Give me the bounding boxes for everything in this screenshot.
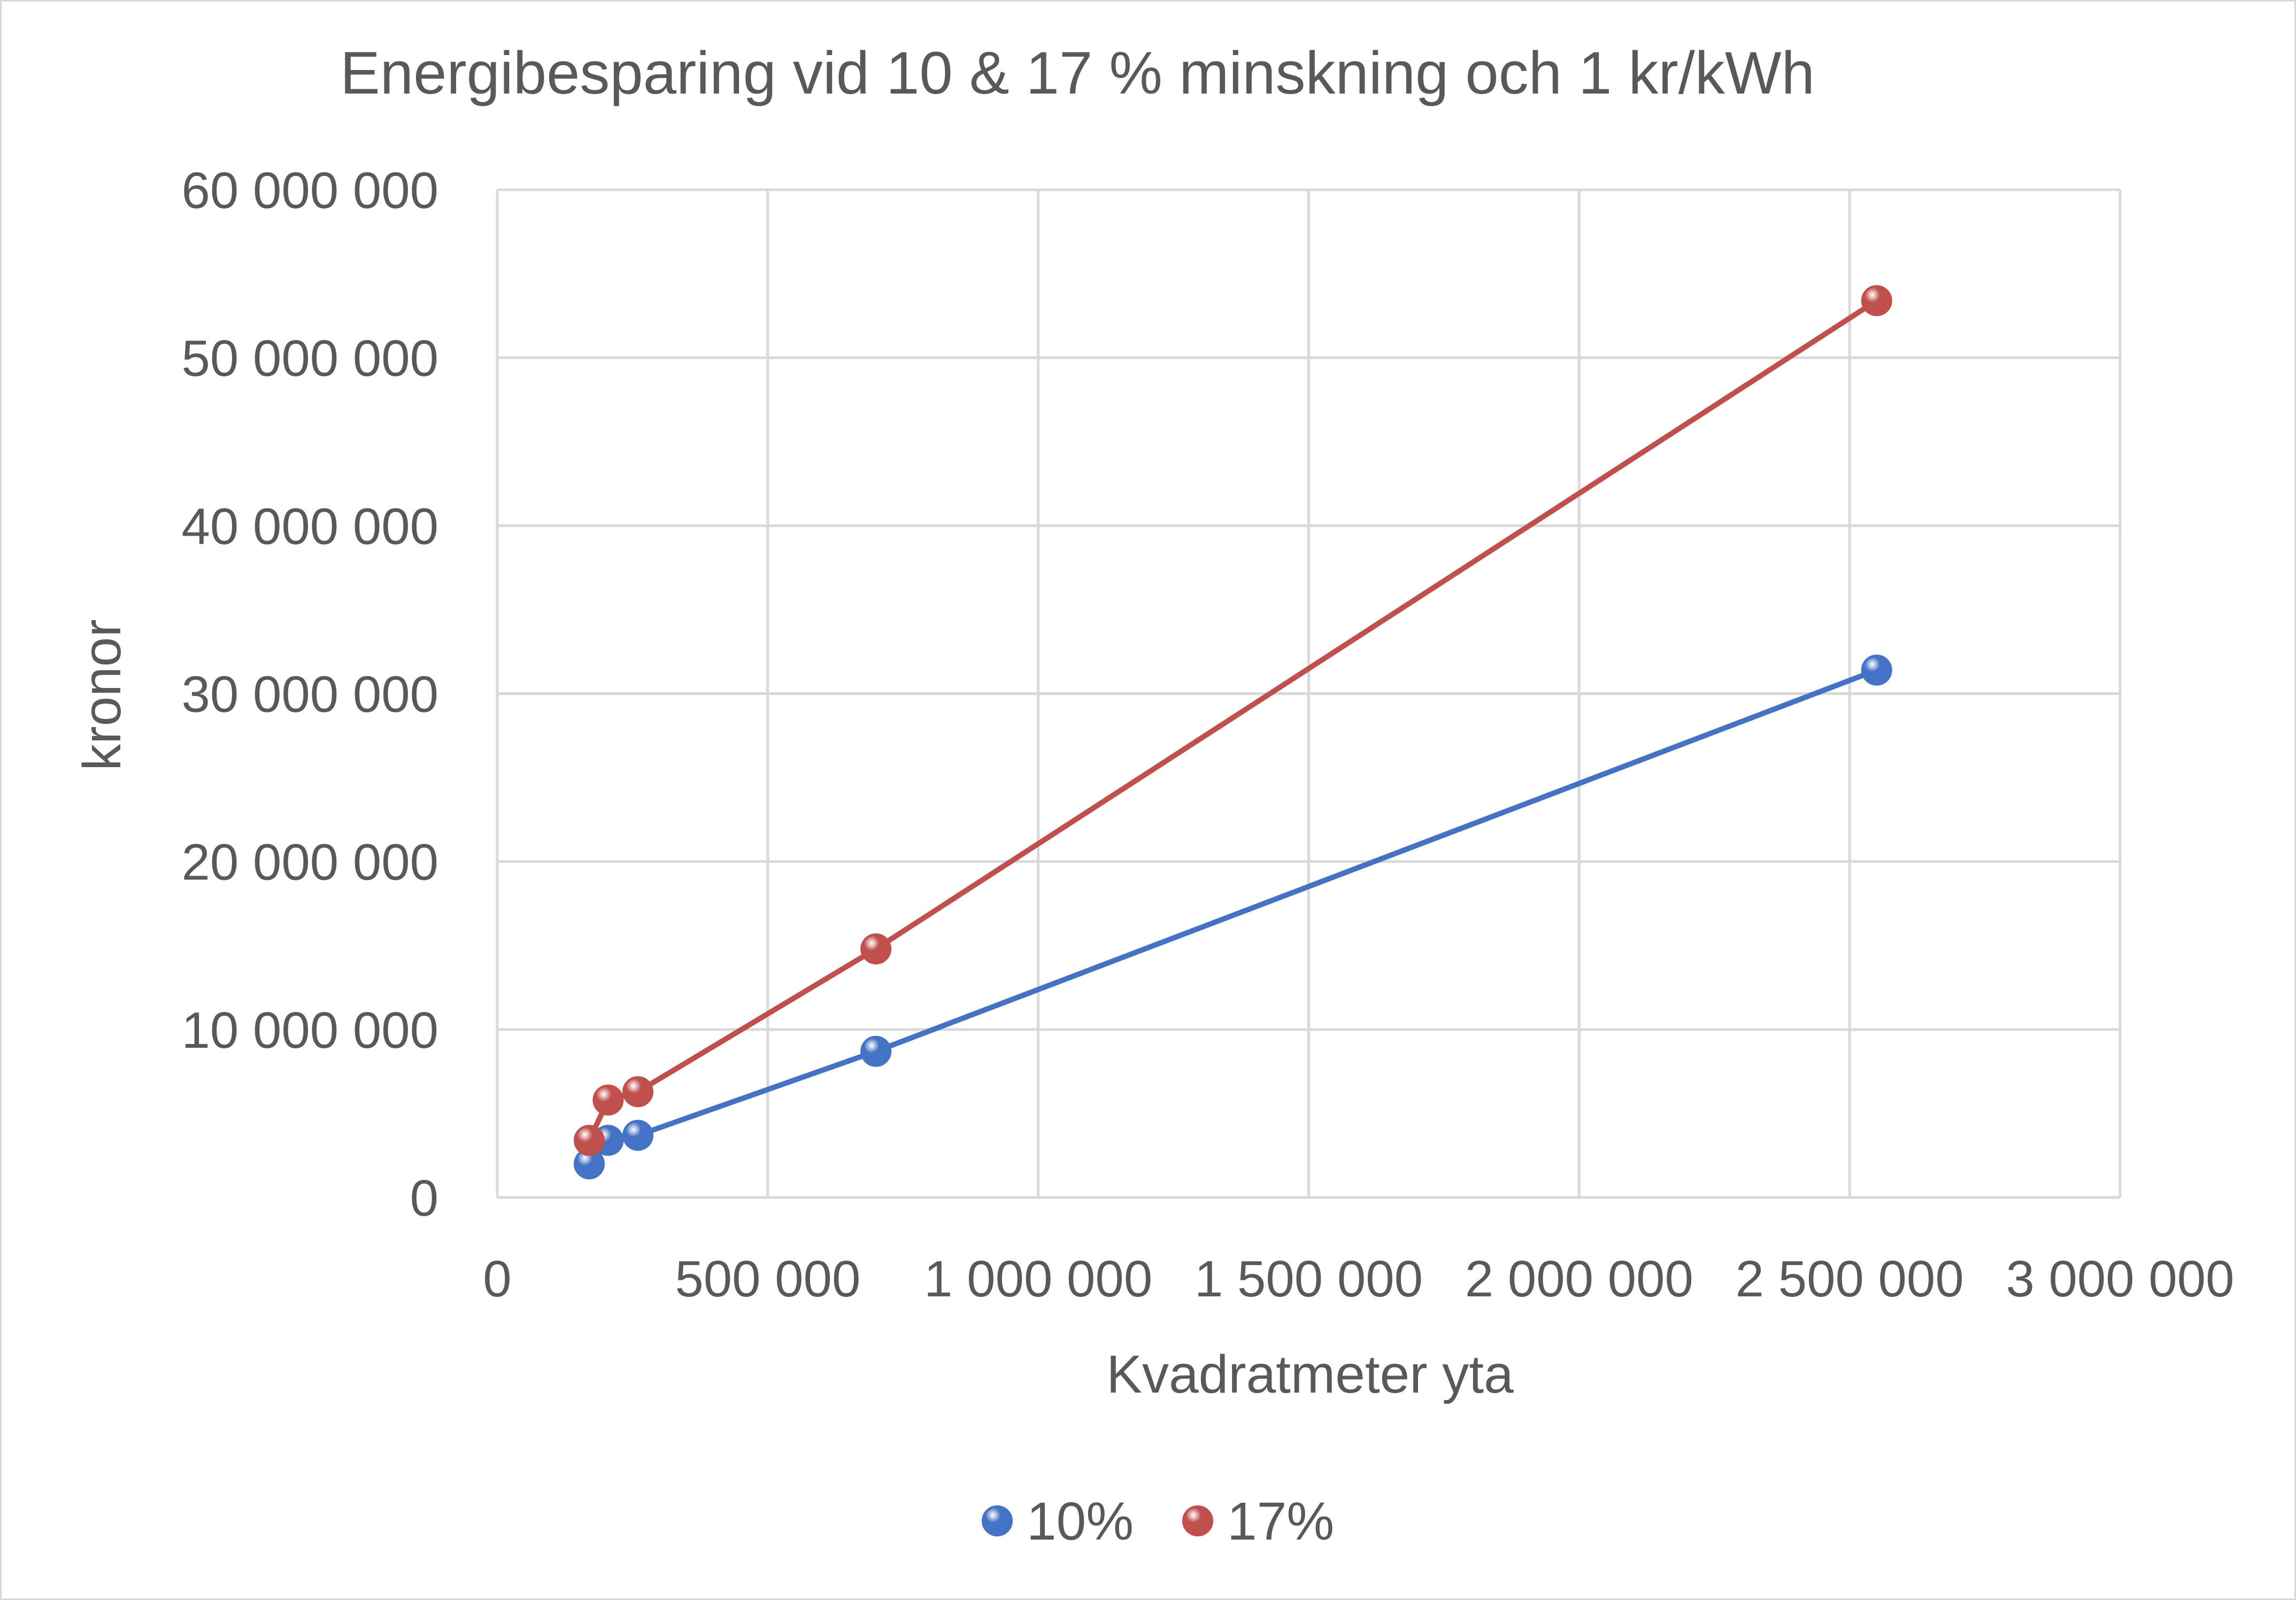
y-axis-label: kronor — [72, 619, 132, 770]
legend-item: 10% — [982, 1491, 1134, 1551]
x-tick-label: 2 000 000 — [1465, 1250, 1693, 1308]
chart-title: Energibesparing vid 10 & 17 % minskning … — [340, 40, 1815, 106]
data-point — [592, 1084, 624, 1116]
x-tick-label: 2 500 000 — [1736, 1250, 1964, 1308]
x-tick-label: 3 000 000 — [2006, 1250, 2234, 1308]
legend-marker — [982, 1505, 1013, 1536]
x-axis-label: Kvadratmeter yta — [1106, 1344, 1514, 1404]
y-tick-label: 20 000 000 — [182, 834, 438, 891]
legend-label: 10% — [1027, 1491, 1134, 1551]
data-point — [573, 1125, 605, 1156]
data-point — [1861, 654, 1892, 686]
legend: 10% 17% — [982, 1491, 1334, 1551]
data-point — [860, 1035, 892, 1067]
data-point — [622, 1119, 654, 1151]
series-line — [587, 298, 1878, 1142]
x-tick-label: 1 000 000 — [924, 1250, 1152, 1308]
x-tick-label: 0 — [483, 1250, 511, 1308]
series-0 — [573, 654, 1892, 1180]
data-point — [622, 1076, 654, 1108]
y-tick-label: 0 — [410, 1170, 438, 1227]
legend-label: 17% — [1227, 1491, 1334, 1551]
y-tick-label: 40 000 000 — [182, 498, 438, 555]
x-tick-label: 500 000 — [675, 1250, 860, 1308]
tick-labels: 0 10 000 000 20 000 000 30 000 000 40 000 00… — [182, 162, 2235, 1308]
legend-marker — [1182, 1505, 1213, 1536]
y-tick-label: 30 000 000 — [182, 666, 438, 723]
series-1 — [573, 285, 1892, 1156]
series-layer — [573, 285, 1892, 1180]
series-line — [587, 667, 1878, 1166]
gridlines — [496, 188, 2122, 1199]
data-point — [860, 933, 892, 965]
legend-item: 17% — [1182, 1491, 1334, 1551]
y-tick-label: 50 000 000 — [182, 330, 438, 387]
y-tick-label: 60 000 000 — [182, 162, 438, 219]
x-tick-label: 1 500 000 — [1195, 1250, 1423, 1308]
data-point — [1861, 285, 1892, 316]
y-tick-label: 10 000 000 — [182, 1002, 438, 1059]
